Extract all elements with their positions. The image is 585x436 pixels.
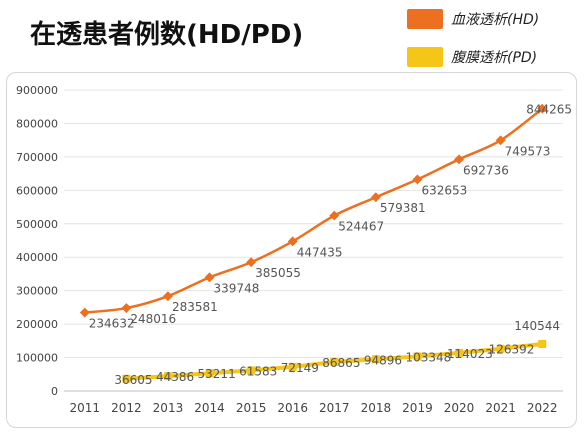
- data-point-hd: [163, 291, 173, 302]
- data-label-hd: 447435: [297, 245, 343, 259]
- data-point-hd: [287, 236, 298, 247]
- y-tick-label: 200000: [16, 318, 58, 331]
- data-label-pd: 72149: [281, 361, 319, 375]
- plot-frame: [6, 72, 577, 428]
- y-tick-label: 500000: [16, 218, 58, 231]
- legend-swatch-hd: [407, 9, 443, 29]
- data-label-pd: 140544: [514, 319, 560, 333]
- data-label-hd: 339748: [214, 281, 260, 295]
- data-label-pd: 44386: [156, 370, 194, 384]
- x-tick-label: 2020: [444, 401, 475, 415]
- data-label-pd: 53211: [198, 367, 236, 381]
- y-tick-label: 100000: [16, 352, 58, 365]
- data-label-hd: 844265: [526, 103, 572, 117]
- data-point-hd: [537, 103, 548, 114]
- legend-label-pd: 腹膜透析(PD): [451, 50, 538, 66]
- data-label-hd: 385055: [255, 266, 301, 280]
- x-tick-label: 2015: [236, 401, 267, 415]
- data-label-pd: 94896: [364, 353, 402, 367]
- series-line-hd: [84, 107, 543, 314]
- x-tick-label: 2012: [111, 401, 142, 415]
- y-tick-label: 800000: [16, 117, 58, 130]
- data-label-pd: 114023: [447, 347, 493, 361]
- data-point-pd: [496, 344, 505, 353]
- y-tick-label: 300000: [16, 285, 58, 298]
- data-label-pd: 126392: [489, 343, 535, 357]
- data-point-hd: [412, 174, 423, 185]
- x-tick-label: 2017: [319, 401, 350, 415]
- data-label-hd: 234632: [89, 317, 135, 331]
- data-point-pd: [455, 348, 464, 357]
- y-tick-label: 400000: [16, 251, 58, 264]
- data-point-pd: [371, 355, 380, 364]
- data-label-hd: 749573: [505, 144, 551, 158]
- data-point-pd: [538, 339, 547, 348]
- chart-title: 在透患者例数(HD/PD): [30, 20, 304, 50]
- legend-swatch-pd: [407, 47, 443, 67]
- x-tick-label: 2019: [402, 401, 433, 415]
- data-point-pd: [163, 372, 172, 381]
- data-point-pd: [413, 352, 422, 361]
- data-point-hd: [329, 210, 340, 221]
- x-tick-label: 2016: [277, 401, 308, 415]
- y-tick-label: 700000: [16, 151, 58, 164]
- legend-item-pd: 腹膜透析(PD): [407, 46, 582, 68]
- legend-item-hd: 血液透析(HD): [407, 8, 582, 30]
- data-label-hd: 283581: [172, 300, 218, 314]
- data-label-hd: 632653: [421, 183, 467, 197]
- data-label-pd: 61583: [239, 364, 277, 378]
- data-point-pd: [205, 369, 214, 378]
- legend: 血液透析(HD) 腹膜透析(PD): [407, 8, 582, 84]
- data-label-pd: 36605: [114, 373, 152, 387]
- data-point-hd: [204, 272, 215, 283]
- data-label-pd: 103348: [405, 350, 451, 364]
- data-point-pd: [288, 362, 297, 371]
- data-point-pd: [247, 366, 256, 375]
- data-label-hd: 579381: [380, 201, 426, 215]
- data-label-hd: 248016: [130, 312, 176, 326]
- data-label-hd: 524467: [338, 220, 384, 234]
- x-tick-label: 2021: [485, 401, 516, 415]
- data-point-pd: [330, 357, 339, 366]
- data-label-hd: 692736: [463, 163, 509, 177]
- data-point-pd: [122, 374, 131, 383]
- line-chart: 0 100000 200000 300000 400000 500000 600000 700…: [16, 84, 572, 415]
- legend-label-hd: 血液透析(HD): [451, 12, 540, 28]
- y-tick-label: 600000: [16, 184, 58, 197]
- y-tick-label: 0: [51, 385, 58, 398]
- x-tick-label: 2013: [153, 401, 184, 415]
- data-point-hd: [246, 257, 257, 268]
- y-tick-label: 900000: [16, 84, 58, 97]
- x-tick-label: 2011: [70, 401, 101, 415]
- x-tick-label: 2014: [194, 401, 225, 415]
- x-tick-label: 2018: [361, 401, 392, 415]
- x-tick-label: 2022: [527, 401, 558, 415]
- data-label-pd: 86865: [322, 356, 360, 370]
